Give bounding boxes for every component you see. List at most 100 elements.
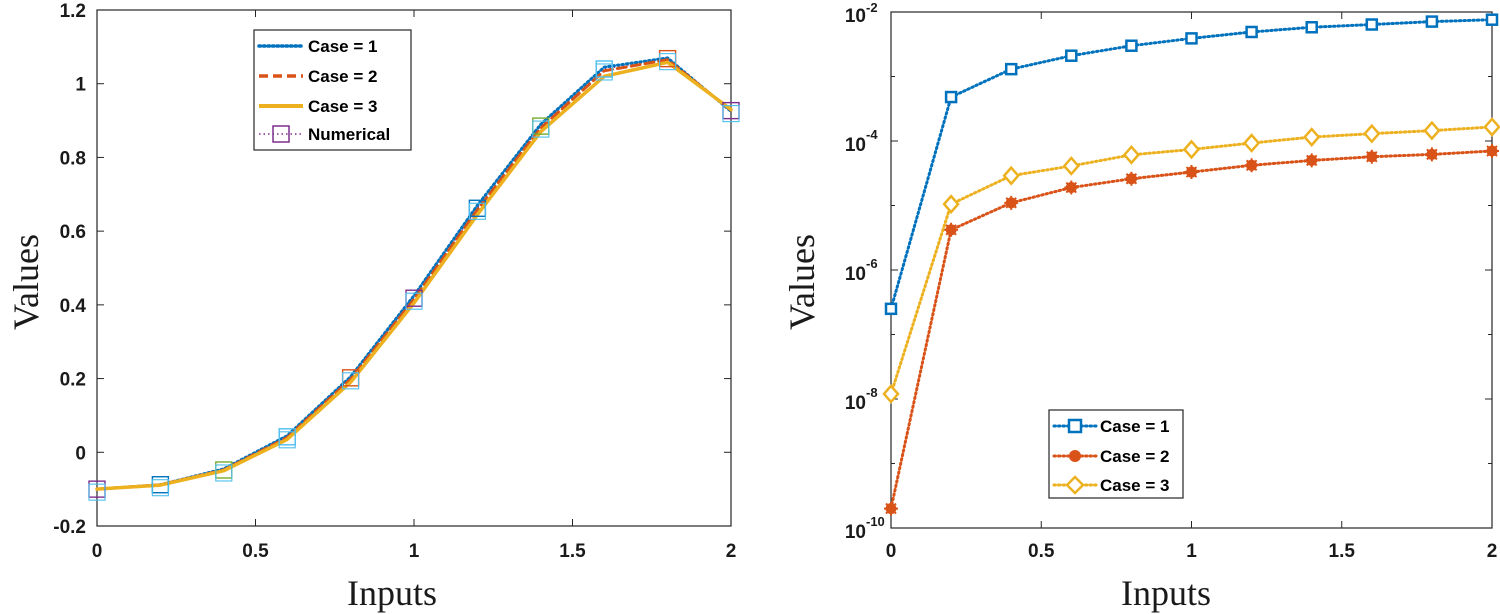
right-y-tick-base: 10 [845, 135, 866, 156]
right-marker-case3 [1242, 133, 1261, 153]
right-marker-case2 [1424, 147, 1439, 162]
right-marker-case2 [1004, 195, 1019, 210]
left-y-tick-label: -0.2 [53, 517, 86, 538]
right-marker-case1 [1185, 32, 1198, 45]
right-marker-case1 [1125, 39, 1138, 52]
left-series-line-case2 [95, 58, 733, 491]
right-y-tick-base: 10 [845, 264, 866, 285]
left-chart: 0 0.5 1 1.5 2 -0.2 0 0.2 0.4 0.6 0.8 1 1… [6, 1, 740, 613]
right-marker-case3 [1002, 165, 1020, 186]
right-plot-frame [890, 11, 1493, 529]
right-marker-case2-star [1124, 171, 1139, 186]
left-y-tick-label: 0.4 [60, 296, 87, 317]
left-y-tick-label: 1 [75, 75, 86, 96]
left-numerical-marker [278, 431, 296, 449]
right-y-tick-exponent: -4 [866, 127, 878, 142]
left-legend-label: Case = 3 [308, 97, 377, 116]
left-x-tick-label: 0.5 [242, 541, 269, 562]
right-chart: 0 0.5 1 1.5 2 10 -10 10 -8 10 -6 10 -4 [782, 0, 1500, 613]
left-y-tick-label: 1.2 [60, 1, 86, 22]
left-numerical-marker [151, 479, 169, 497]
left-y-tick-labels: -0.2 0 0.2 0.4 0.6 0.8 1 1.2 [53, 1, 86, 538]
right-marker-case2 [884, 501, 898, 516]
left-legend: Case = 1 Case = 2 Case = 3 Numerical [253, 29, 412, 151]
right-y-tick-base: 10 [845, 522, 866, 543]
right-marker-case2 [1485, 143, 1499, 158]
right-marker-case1 [1245, 25, 1258, 39]
right-marker-case3 [1122, 144, 1141, 165]
right-series-group [882, 13, 1500, 516]
right-marker-case3 [1423, 120, 1441, 141]
right-marker-case2 [944, 222, 959, 237]
right-marker-case2-star [884, 501, 898, 516]
left-legend-label: Case = 2 [308, 67, 377, 86]
left-series-numerical-line [96, 58, 732, 490]
left-legend-label: Numerical [308, 125, 390, 144]
right-marker-case2 [1184, 165, 1199, 180]
right-x-tick-label: 1.5 [1329, 541, 1356, 562]
left-y-axis-label: Values [6, 234, 46, 330]
right-series-line-case1 [889, 18, 1494, 311]
right-marker-case3 [1363, 123, 1381, 144]
left-numerical-marker [405, 292, 423, 310]
left-x-tick-label: 1 [409, 541, 420, 562]
right-marker-case2-star [1485, 143, 1499, 158]
right-marker-case2 [1124, 171, 1139, 186]
right-marker-case2 [1064, 180, 1079, 195]
left-numerical-marker [88, 483, 106, 501]
right-marker-case1 [1485, 13, 1499, 26]
left-series-line-case3 [95, 60, 733, 491]
left-legend-label: Case = 1 [308, 37, 377, 56]
left-legend-swatch-numerical-marker [272, 125, 290, 143]
right-marker-case2 [1304, 153, 1319, 168]
left-y-tick-label: 0 [75, 443, 86, 464]
right-x-tick-label: 2 [1487, 541, 1498, 562]
right-y-tick-exponent: -2 [866, 0, 878, 15]
left-plot-frame [96, 9, 732, 527]
left-y-tick-label: 0.6 [60, 222, 86, 243]
left-numerical-marker [659, 53, 677, 71]
right-marker-case3 [1303, 127, 1321, 147]
right-marker-case1 [944, 90, 958, 104]
left-numerical-marker [468, 202, 486, 220]
right-marker-case3 [942, 194, 960, 215]
right-y-tick-label: 10 [845, 6, 866, 27]
left-x-tick-label: 2 [726, 541, 737, 562]
right-legend-label: Case = 1 [1100, 417, 1169, 436]
right-legend-marker-case1 [1067, 418, 1083, 434]
right-x-tick-label: 0 [886, 541, 897, 562]
right-marker-case3 [1483, 117, 1500, 137]
right-legend-marker-case2 [1069, 450, 1081, 462]
left-x-axis-label: Inputs [347, 573, 437, 613]
right-y-tick-base: 10 [845, 6, 866, 27]
right-legend-marker-case3 [1065, 475, 1085, 495]
right-marker-case3 [1062, 156, 1080, 176]
right-y-tick-labels: 10 -10 10 -8 10 -6 10 -4 10 -2 [845, 0, 885, 543]
right-marker-case2-star [1424, 147, 1439, 162]
left-x-tick-label: 1.5 [559, 541, 586, 562]
left-numerical-marker [342, 372, 360, 390]
right-legend-label: Case = 2 [1100, 447, 1169, 466]
right-marker-case1 [1305, 21, 1318, 34]
right-y-tick-base: 10 [845, 393, 866, 414]
right-legend-label: Case = 3 [1100, 476, 1169, 495]
right-marker-case1 [884, 302, 898, 316]
left-legend-box [253, 29, 412, 151]
right-tick-marks [890, 11, 1493, 529]
left-series-group [88, 49, 740, 501]
right-marker-case2-star [1184, 165, 1199, 180]
left-y-tick-label: 0.2 [60, 370, 86, 391]
right-marker-case2-star [1004, 195, 1019, 210]
left-y-tick-label: 0.8 [60, 148, 86, 169]
right-marker-case2 [1244, 158, 1259, 173]
left-numerical-marker [532, 120, 550, 138]
right-y-tick-exponent: -8 [866, 385, 878, 400]
right-y-tick-label: 10 [845, 522, 866, 543]
left-numerical-marker [722, 105, 740, 123]
right-legend: Case = 1 Case = 2 Case = 3 [1048, 409, 1184, 499]
right-y-tick-label: 10 [845, 135, 866, 156]
right-x-tick-labels: 0 0.5 1 1.5 2 [886, 541, 1498, 562]
right-x-tick-label: 1 [1186, 541, 1197, 562]
right-marker-case2 [1364, 149, 1379, 164]
